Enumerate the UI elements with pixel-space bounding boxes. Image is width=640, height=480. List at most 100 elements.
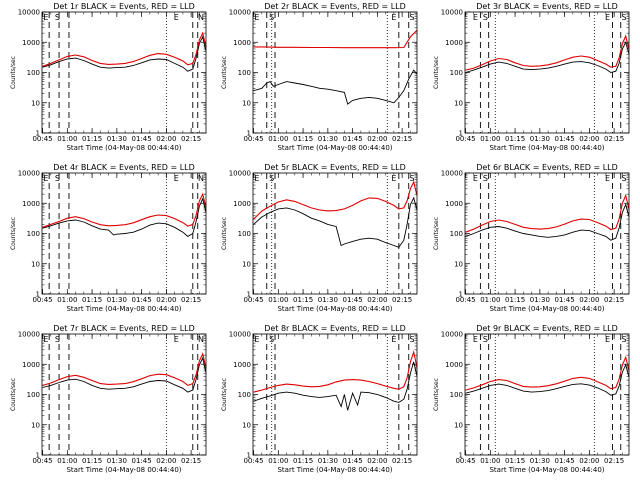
x-tick-label: 02:00	[579, 135, 599, 143]
series-lld-line	[465, 355, 630, 391]
x-tick-label: 01:45	[132, 135, 152, 143]
x-tick-label: 02:15	[181, 296, 201, 304]
x-tick-label: 02:15	[604, 457, 624, 465]
flag-label: S	[410, 335, 415, 344]
x-tick-label: 02:00	[579, 296, 599, 304]
x-tick-label: 02:00	[156, 296, 176, 304]
y-tick-label: 1000	[445, 39, 463, 47]
y-tick-label: 100	[450, 391, 463, 399]
plot-frame	[252, 11, 418, 134]
flag-label: E	[473, 13, 478, 22]
x-tick-label: 01:00	[480, 296, 500, 304]
flag-label: E	[43, 13, 48, 22]
x-tick-label: 02:15	[604, 135, 624, 143]
x-tick-label: 00:45	[455, 296, 475, 304]
flag-label: E	[43, 335, 48, 344]
flag-label: E	[391, 13, 396, 22]
flag-label: E	[174, 174, 179, 183]
plot-frame	[464, 11, 630, 134]
y-tick-label: 10	[31, 421, 40, 429]
x-tick-label: 01:45	[343, 457, 363, 465]
y-tick-label: 1000	[233, 200, 251, 208]
plot-frame	[41, 11, 207, 134]
chart-title: Det 7r BLACK = Events, RED = LLD	[53, 324, 195, 333]
flag-label: S	[483, 335, 488, 344]
chart-title: Det 1r BLACK = Events, RED = LLD	[53, 2, 195, 11]
y-tick-label: 10000	[18, 331, 40, 339]
y-tick-label: 1000	[233, 361, 251, 369]
flag-label: S	[483, 174, 488, 183]
x-tick-label: 01:15	[505, 135, 525, 143]
series-events-line	[253, 361, 418, 411]
y-tick-label: 10000	[229, 331, 251, 339]
flag-label: E	[254, 174, 259, 183]
series-lld-line	[465, 193, 630, 233]
flag-label: E	[43, 174, 48, 183]
y-tick-label: 100	[450, 69, 463, 77]
x-tick-label: 01:45	[132, 457, 152, 465]
flag-label: E	[391, 335, 396, 344]
flag-label: E	[605, 335, 610, 344]
series-events-line	[465, 203, 630, 241]
x-tick-label: 02:00	[156, 457, 176, 465]
x-axis-label: Start Time (04-May-08 00:44:40)	[277, 144, 392, 152]
y-axis-label: Counts/sec	[10, 217, 17, 250]
x-tick-label: 01:45	[555, 135, 575, 143]
plot-frame	[252, 333, 418, 456]
x-tick-label: 01:00	[268, 457, 288, 465]
plot-frame	[41, 333, 207, 456]
flag-label: S	[55, 335, 60, 344]
y-tick-label: 100	[450, 230, 463, 238]
y-tick-label: 10000	[18, 9, 40, 17]
series-lld-line	[465, 34, 630, 71]
x-tick-label: 01:45	[555, 296, 575, 304]
chart-panel-7: Det 7r BLACK = Events, RED = LLD Counts/s…	[10, 324, 207, 474]
x-axis-label: Start Time (04-May-08 00:44:40)	[66, 466, 181, 474]
chart-title: Det 2r BLACK = Events, RED = LLD	[264, 2, 406, 11]
y-tick-label: 1	[247, 130, 251, 138]
x-tick-label: 00:45	[455, 135, 475, 143]
y-axis-label: Counts/sec	[433, 217, 440, 250]
x-tick-label: 02:15	[181, 457, 201, 465]
flag-label: S	[269, 174, 274, 183]
y-tick-label: 100	[27, 69, 40, 77]
y-tick-label: 1	[247, 452, 251, 460]
flag-label: E	[254, 335, 259, 344]
series-lld-line	[253, 180, 418, 220]
y-tick-label: 10000	[441, 331, 463, 339]
chart-panel-4: Det 4r BLACK = Events, RED = LLD Counts/s…	[10, 163, 207, 313]
x-tick-label: 00:45	[32, 296, 52, 304]
x-tick-label: 00:45	[455, 457, 475, 465]
y-tick-label: 1	[36, 130, 40, 138]
y-tick-label: 1	[459, 291, 463, 299]
x-tick-label: 01:15	[505, 296, 525, 304]
chart-panel-1: Det 1r BLACK = Events, RED = LLD Counts/s…	[10, 2, 207, 152]
y-tick-label: 1	[247, 291, 251, 299]
series-lld-line	[42, 31, 207, 67]
x-tick-label: 01:45	[343, 135, 363, 143]
x-tick-label: 00:45	[32, 457, 52, 465]
y-tick-label: 100	[27, 230, 40, 238]
x-tick-label: 02:00	[367, 135, 387, 143]
x-tick-label: 01:00	[57, 296, 77, 304]
flag-label: E	[605, 174, 610, 183]
x-tick-label: 01:00	[480, 457, 500, 465]
y-tick-label: 10000	[229, 9, 251, 17]
flag-label: S	[622, 174, 627, 183]
x-tick-label: 02:15	[392, 457, 412, 465]
x-tick-label: 01:15	[505, 457, 525, 465]
chart-panel-3: Det 3r BLACK = Events, RED = LLD Counts/s…	[433, 2, 630, 152]
x-tick-label: 02:15	[392, 135, 412, 143]
series-events-line	[42, 356, 207, 393]
y-tick-label: 1	[459, 452, 463, 460]
x-axis-label: Start Time (04-May-08 00:44:40)	[277, 305, 392, 313]
y-axis-label: Counts/sec	[221, 56, 228, 89]
x-tick-label: 01:45	[132, 296, 152, 304]
x-tick-label: 01:30	[107, 296, 127, 304]
y-tick-label: 100	[238, 230, 251, 238]
x-tick-label: 02:15	[604, 296, 624, 304]
plot-frame	[41, 172, 207, 295]
x-tick-label: 01:15	[82, 296, 102, 304]
x-tick-label: 01:30	[107, 457, 127, 465]
